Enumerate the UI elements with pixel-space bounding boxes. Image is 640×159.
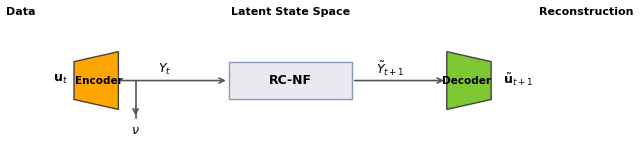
Text: Reconstruction: Reconstruction — [539, 7, 634, 17]
Text: $\tilde{Y}_{t+1}$: $\tilde{Y}_{t+1}$ — [376, 60, 404, 78]
Text: $\nu$: $\nu$ — [131, 124, 140, 137]
Text: Latent State Space: Latent State Space — [231, 7, 350, 17]
Text: Data: Data — [6, 7, 35, 17]
Text: Encoder: Encoder — [76, 76, 123, 86]
Bar — [228, 62, 352, 99]
Text: RC-NF: RC-NF — [269, 74, 312, 87]
Text: $\tilde{\mathbf{u}}_{t+1}$: $\tilde{\mathbf{u}}_{t+1}$ — [504, 71, 533, 88]
Text: $Y_t$: $Y_t$ — [157, 61, 171, 76]
Polygon shape — [74, 52, 118, 109]
Text: $\mathbf{u}_t$: $\mathbf{u}_t$ — [53, 73, 68, 86]
Polygon shape — [447, 52, 491, 109]
Text: Decoder: Decoder — [442, 76, 491, 86]
